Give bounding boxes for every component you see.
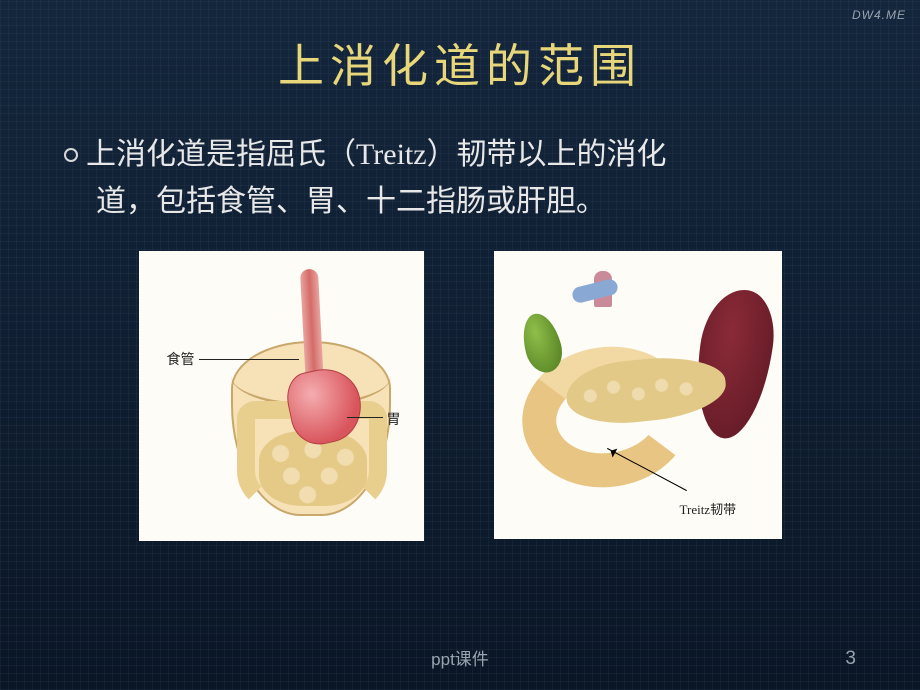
label-treitz: Treitz韧带	[680, 499, 737, 518]
label-stomach: 胃	[387, 409, 401, 429]
footer-center-text: ppt课件	[431, 645, 489, 670]
anatomy-image-right: Treitz韧带	[494, 251, 782, 539]
images-row: 食管 胃 Treitz韧带	[0, 251, 920, 541]
label-esophagus: 食管	[167, 349, 195, 369]
label-line-esophagus	[199, 359, 299, 360]
body-term-treitz: Treitz	[356, 138, 427, 171]
body-paragraph: 上消化道是指屈氏（Treitz）韧带以上的消化 道，包括食管、胃、十二指肠或肝胆…	[0, 96, 920, 225]
anatomy-image-left: 食管 胃	[139, 251, 424, 541]
body-line1-post: ）韧带以上的消化	[427, 138, 667, 171]
page-number: 3	[845, 648, 856, 670]
slide-title: 上消化道的范围	[0, 0, 920, 96]
label-line-stomach	[347, 417, 383, 418]
bullet-icon	[64, 148, 78, 162]
body-line2: 道，包括食管、胃、十二指肠或肝胆。	[64, 179, 856, 226]
watermark: DW4.ME	[852, 8, 906, 22]
vessels-shape	[554, 271, 664, 331]
body-line1-pre: 上消化道是指屈氏（	[86, 138, 356, 171]
